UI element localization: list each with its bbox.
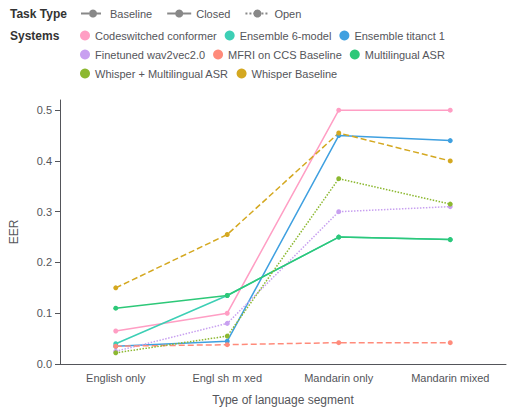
svg-text:Engl sh m xed: Engl sh m xed [192, 372, 262, 384]
svg-text:Mandarin mixed: Mandarin mixed [411, 372, 489, 384]
svg-text:Whisper + Multilingual ASR: Whisper + Multilingual ASR [95, 68, 228, 80]
svg-text:EER: EER [7, 219, 21, 244]
svg-text:Whisper Baseline: Whisper Baseline [252, 68, 338, 80]
svg-text:0.2: 0.2 [37, 256, 52, 268]
svg-text:Ensemble titanct 1: Ensemble titanct 1 [354, 30, 445, 42]
svg-text:Task Type: Task Type [10, 7, 67, 21]
svg-text:Codeswitched conformer: Codeswitched conformer [95, 30, 217, 42]
svg-text:Mandarin only: Mandarin only [304, 372, 374, 384]
svg-text:Type of language segment: Type of language segment [212, 393, 354, 407]
svg-text:MFRI on CCS Baseline: MFRI on CCS Baseline [228, 49, 342, 61]
svg-text:Baseline: Baseline [110, 8, 152, 20]
svg-text:Multilingual ASR: Multilingual ASR [365, 49, 445, 61]
svg-text:Closed: Closed [196, 8, 230, 20]
svg-text:English only: English only [86, 372, 146, 384]
svg-text:0.1: 0.1 [37, 307, 52, 319]
svg-text:0.4: 0.4 [37, 155, 52, 167]
svg-text:Finetuned wav2vec2.0: Finetuned wav2vec2.0 [95, 49, 205, 61]
svg-text:Systems: Systems [10, 29, 60, 43]
svg-text:Open: Open [274, 8, 301, 20]
svg-text:0.0: 0.0 [37, 358, 52, 370]
svg-text:Ensemble 6-model: Ensemble 6-model [240, 30, 332, 42]
svg-text:0.5: 0.5 [37, 104, 52, 116]
svg-text:0.3: 0.3 [37, 206, 52, 218]
